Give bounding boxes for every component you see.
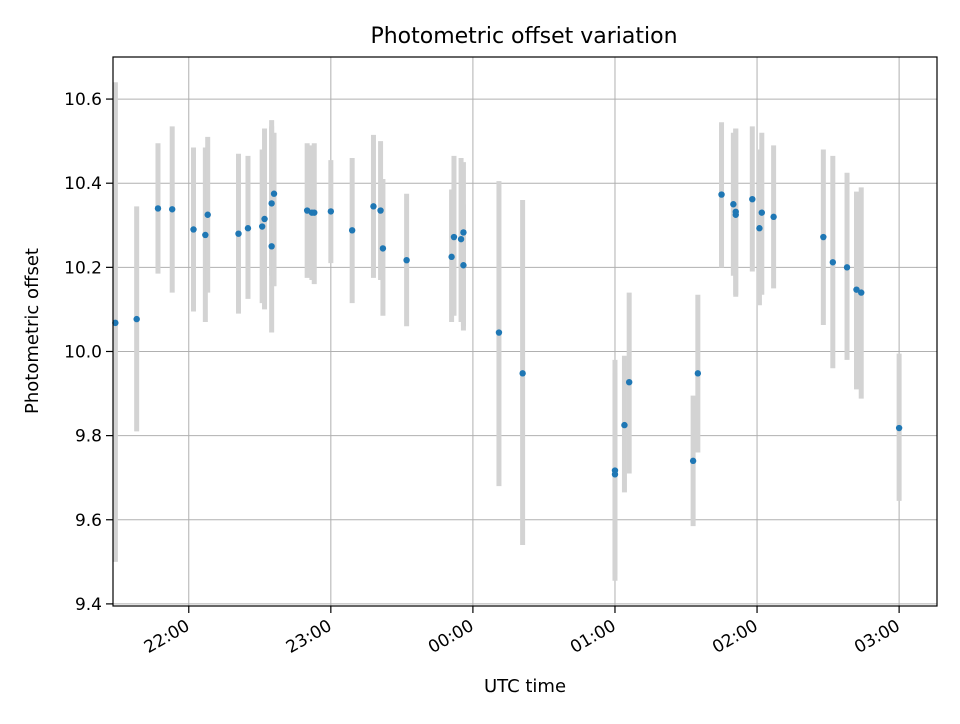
x-tick-label: 02:00	[709, 616, 761, 658]
data-point	[204, 211, 211, 218]
data-point	[843, 264, 851, 271]
data-point	[348, 227, 356, 234]
data-point	[621, 421, 628, 429]
data-point	[370, 203, 377, 210]
data-point	[853, 286, 860, 293]
data-point	[460, 262, 467, 269]
plot-frame	[112, 56, 938, 607]
data-point	[270, 190, 278, 197]
x-tick-label: 23:00	[283, 616, 335, 658]
data-point	[258, 223, 266, 230]
data-point	[268, 243, 275, 250]
y-tick-label: 10.0	[64, 342, 102, 362]
data-point	[820, 233, 827, 241]
data-point	[377, 207, 384, 214]
data-point	[770, 213, 777, 221]
x-axis-ticks: 22:00 23:00 00:00 01:00 02:00 03:00	[141, 606, 904, 658]
data-point	[625, 378, 633, 386]
data-point	[244, 225, 252, 232]
data-point	[261, 215, 268, 223]
y-axis-label: Photometric offset	[22, 248, 43, 414]
data-point	[758, 209, 765, 216]
data-point	[168, 206, 176, 213]
data-point	[457, 235, 465, 243]
x-tick-label: 03:00	[851, 616, 903, 658]
data-point	[403, 256, 410, 264]
error-bars	[112, 82, 902, 581]
x-tick-label: 22:00	[141, 616, 193, 658]
data-point	[311, 209, 318, 216]
data-point	[756, 225, 763, 232]
x-tick-label: 00:00	[425, 616, 477, 658]
data-point	[235, 230, 242, 237]
data-point	[749, 195, 756, 203]
data-point	[519, 370, 526, 377]
data-point	[133, 315, 140, 323]
data-point	[460, 229, 467, 236]
y-axis-ticks: 9.4 9.6 9.8 10.0 10.2 10.4 10.6	[64, 90, 113, 615]
data-point	[268, 200, 275, 207]
y-tick-label: 9.4	[75, 595, 102, 615]
data-point	[495, 329, 503, 336]
y-tick-label: 10.6	[64, 90, 102, 110]
data-point	[732, 208, 739, 216]
chart-title: Photometric offset variation	[370, 24, 677, 49]
data-point	[694, 370, 702, 377]
y-tick-label: 9.8	[75, 427, 102, 447]
data-point	[202, 231, 209, 239]
data-point	[379, 245, 387, 252]
data-point	[190, 226, 197, 233]
data-point	[730, 201, 737, 208]
data-point	[448, 253, 455, 261]
data-point	[689, 457, 697, 465]
y-tick-label: 9.6	[75, 511, 102, 531]
y-tick-label: 10.4	[64, 174, 102, 194]
x-axis-label: UTC time	[484, 676, 566, 697]
y-tick-label: 10.2	[64, 258, 102, 278]
data-point	[895, 424, 903, 432]
data-point	[829, 259, 837, 266]
x-tick-label: 01:00	[567, 616, 619, 658]
data-point	[858, 289, 865, 296]
data-point	[112, 319, 119, 327]
data-point	[611, 471, 619, 478]
data-point	[450, 233, 458, 241]
data-points	[112, 190, 903, 478]
data-point	[154, 205, 162, 212]
data-point	[327, 208, 335, 215]
data-point	[718, 191, 725, 198]
